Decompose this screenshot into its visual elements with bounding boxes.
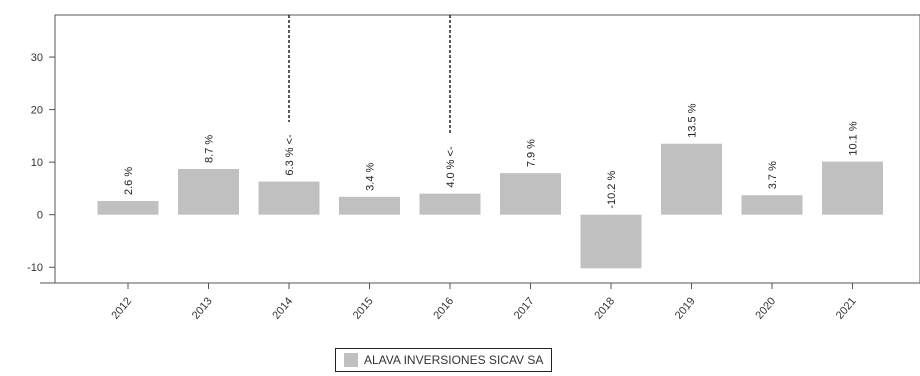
marker-lines xyxy=(288,15,451,135)
bar-2016 xyxy=(419,193,481,215)
data-label: -10.2 % xyxy=(606,171,618,209)
bar-2013 xyxy=(178,168,239,215)
bar-chart: 30 20 10 0 -10 2.6 % 8.7 % 6.3 % <- 3.4 % 4.0 % … xyxy=(27,14,920,322)
data-label: 8.7 % xyxy=(204,135,216,163)
data-label: 3.4 % xyxy=(365,162,377,190)
data-labels: 2.6 % 8.7 % 6.3 % <- 3.4 % 4.0 % <- 7.9 % -10.… xyxy=(123,103,860,208)
x-tick-label: 2012 xyxy=(109,295,134,321)
x-tick-label: 2015 xyxy=(351,295,376,321)
bar-2017 xyxy=(500,173,561,215)
x-tick-label: 2014 xyxy=(270,295,295,321)
x-tick-label: 2017 xyxy=(512,295,537,321)
x-tick-label: 2016 xyxy=(431,295,456,321)
bar-2014 xyxy=(258,181,320,215)
x-tick-label: 2019 xyxy=(673,295,698,321)
bar-2018 xyxy=(580,214,642,269)
y-tick-label: 30 xyxy=(31,52,43,64)
data-label: 3.7 % xyxy=(767,161,779,189)
x-tick-label: 2018 xyxy=(592,295,617,321)
bar-2012 xyxy=(97,201,159,215)
x-axis: 2012 2013 2014 2015 2016 2017 2018 2019 2020 2021 xyxy=(109,283,859,322)
bar-2020 xyxy=(741,195,803,215)
data-label: 13.5 % xyxy=(687,103,699,137)
x-tick-label: 2013 xyxy=(190,295,215,321)
y-tick-label: 0 xyxy=(37,210,43,222)
legend-label: ALAVA INVERSIONES SICAV SA xyxy=(364,353,544,367)
data-label: 6.3 % <- xyxy=(284,134,296,176)
y-tick-label: 20 xyxy=(31,105,43,117)
x-tick-label: 2021 xyxy=(834,295,859,321)
data-label: 4.0 % <- xyxy=(445,146,457,188)
y-tick-label: -10 xyxy=(27,262,43,274)
bar-2021 xyxy=(822,161,883,215)
data-label: 10.1 % xyxy=(848,121,860,155)
bars-group xyxy=(97,143,883,269)
y-tick-label: 10 xyxy=(31,157,43,169)
bar-2015 xyxy=(339,196,400,215)
legend-swatch xyxy=(344,353,358,367)
y-axis: 30 20 10 0 -10 xyxy=(27,52,55,274)
bar-2019 xyxy=(661,143,722,215)
legend: ALAVA INVERSIONES SICAV SA xyxy=(335,348,553,372)
data-label: 7.9 % xyxy=(526,139,538,167)
x-tick-label: 2020 xyxy=(753,295,778,321)
data-label: 2.6 % xyxy=(123,167,135,195)
plot-area xyxy=(54,14,920,284)
